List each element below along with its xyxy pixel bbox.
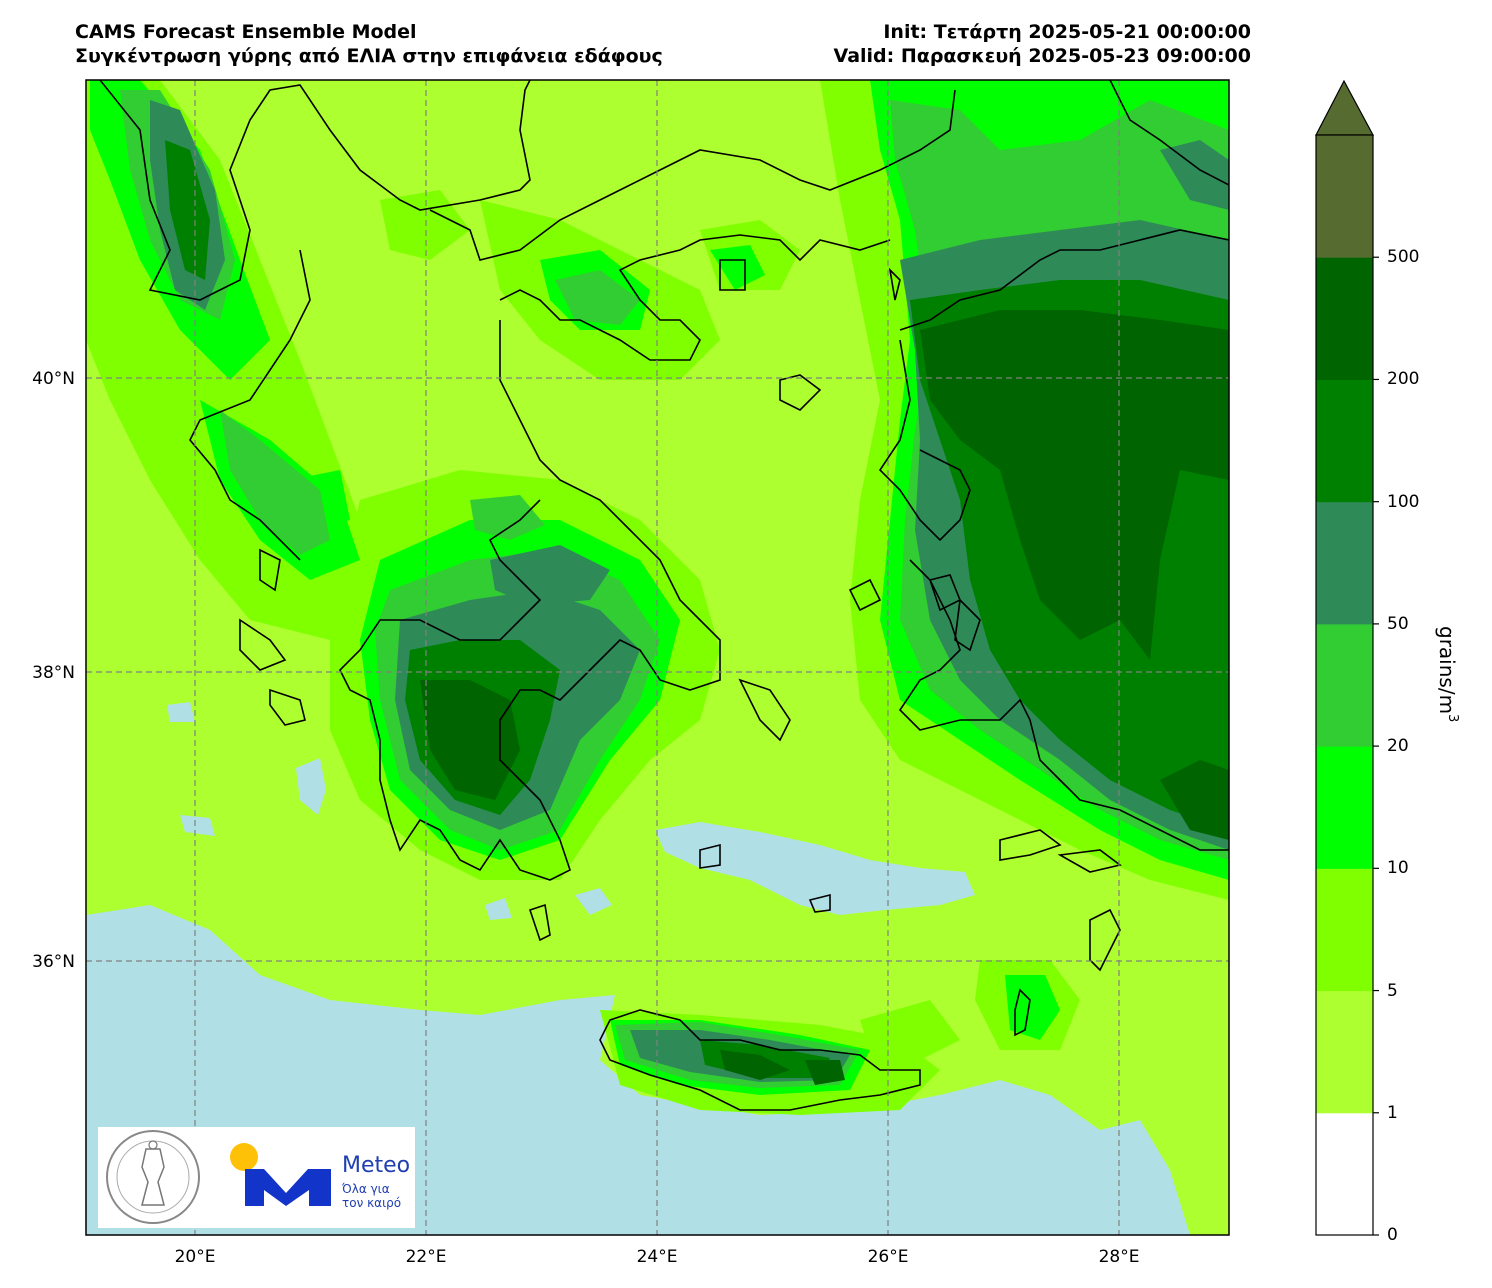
colorbar-band-1 — [1316, 990, 1373, 1114]
header-right: Init: Τετάρτη 2025-05-21 00:00:00 Valid:… — [834, 20, 1251, 68]
sea-patch-1 — [296, 758, 326, 815]
colorbar-frame — [1315, 134, 1374, 1236]
colorbar-band-4 — [1316, 623, 1373, 747]
colorbar-band-7 — [1316, 257, 1373, 380]
colorbar-band-0 — [1316, 1112, 1373, 1236]
colorbar — [1315, 79, 1379, 1236]
colorbar-label-100: 100 — [1387, 491, 1420, 512]
meteo-tagline-line1: Όλα για — [342, 1182, 390, 1196]
colorbar-label-1: 1 — [1387, 1102, 1398, 1123]
colorbar-bands — [1316, 135, 1373, 1236]
meteo-logo-icon — [230, 1143, 331, 1206]
header-left: CAMS Forecast Ensemble Model Συγκέντρωση… — [75, 20, 663, 68]
lat-tick-labels: 40°N 38°N 36°N — [32, 369, 75, 972]
sea-cretan — [655, 822, 975, 915]
map-field — [86, 80, 1229, 1235]
lon-tick-26: 26°E — [868, 1247, 909, 1267]
lon-tick-24: 24°E — [637, 1247, 678, 1267]
lat-tick-40: 40°N — [32, 369, 75, 389]
lat-tick-38: 38°N — [32, 663, 75, 683]
meteo-tagline: Όλα για τον καιρό — [342, 1182, 401, 1210]
colorbar-label-0: 0 — [1387, 1225, 1398, 1245]
colorbar-band-2 — [1316, 868, 1373, 992]
colorbar-unit-label: grains/m3 — [1435, 626, 1460, 722]
lon-tick-labels: 20°E 22°E 24°E 26°E 28°E — [175, 1247, 1140, 1267]
colorbar-band-6 — [1316, 379, 1373, 503]
variable-title: Συγκέντρωση γύρης από ΕΛΙΑ στην επιφάνει… — [75, 45, 663, 67]
colorbar-extend-arrow — [1315, 79, 1375, 136]
colorbar-label-50: 50 — [1387, 613, 1409, 634]
colorbar-band-8 — [1316, 135, 1373, 258]
colorbar-band-5 — [1316, 501, 1373, 625]
valid-time: Valid: Παρασκευή 2025-05-23 09:00:00 — [833, 45, 1251, 67]
meteo-wordmark: Meteo — [342, 1153, 411, 1178]
map-frame — [85, 79, 1230, 1236]
lat-tick-36: 36°N — [32, 952, 75, 972]
logo-panel — [98, 1127, 415, 1228]
meteo-tagline-line2: τον καιρό — [342, 1196, 402, 1210]
gridlines — [86, 80, 1229, 1235]
sea-patch-2 — [167, 702, 195, 722]
lon-tick-28: 28°E — [1099, 1247, 1140, 1267]
colorbar-unit: grains/m — [1435, 626, 1459, 714]
sea-patch-3 — [180, 815, 215, 836]
model-title: CAMS Forecast Ensemble Model — [75, 21, 417, 43]
colorbar-unit-exponent: 3 — [1445, 714, 1460, 722]
lon-tick-20: 20°E — [175, 1247, 216, 1267]
coastlines — [99, 80, 1229, 1111]
lon-tick-22: 22°E — [406, 1247, 447, 1267]
sea-patch-4 — [575, 888, 612, 915]
colorbar-label-5: 5 — [1387, 980, 1398, 1001]
svg-text:grains/m3: grains/m3 — [1435, 626, 1460, 722]
logos-graphic — [106, 1130, 331, 1224]
observatory-seal-icon — [106, 1130, 200, 1224]
init-time: Init: Τετάρτη 2025-05-21 00:00:00 — [883, 21, 1251, 43]
band-200-500 — [420, 310, 1229, 1085]
colorbar-label-500: 500 — [1387, 247, 1420, 268]
colorbar-label-200: 200 — [1387, 369, 1420, 390]
colorbar-label-10: 10 — [1387, 858, 1409, 879]
colorbar-band-3 — [1316, 746, 1373, 869]
colorbar-label-20: 20 — [1387, 736, 1409, 757]
sea-patch-5 — [485, 898, 512, 920]
colorbar-ticks — [1373, 256, 1379, 1236]
